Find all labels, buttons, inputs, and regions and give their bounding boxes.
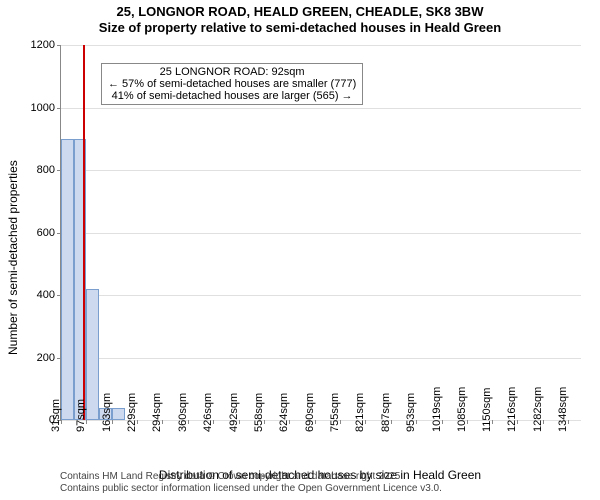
gridline: [61, 295, 581, 296]
y-tick-label: 600: [0, 227, 55, 239]
y-tick-label: 400: [0, 289, 55, 301]
gridline: [61, 358, 581, 359]
plot-area: 25 LONGNOR ROAD: 92sqm← 57% of semi-deta…: [60, 45, 581, 421]
gridline: [61, 45, 581, 46]
y-tick-label: 800: [0, 164, 55, 176]
gridline: [61, 170, 581, 171]
y-tick-label: 1200: [0, 39, 55, 51]
y-tick-label: 200: [0, 352, 55, 364]
footer-line-1: Contains HM Land Registry data © Crown c…: [60, 471, 588, 483]
histogram-bar: [112, 408, 125, 421]
gridline: [61, 233, 581, 234]
annotation-line: ← 57% of semi-detached houses are smalle…: [108, 78, 356, 90]
footer-attribution: Contains HM Land Registry data © Crown c…: [60, 471, 588, 494]
annotation-box: 25 LONGNOR ROAD: 92sqm← 57% of semi-deta…: [101, 63, 363, 105]
y-tick-label: 0: [0, 414, 55, 426]
gridline: [61, 420, 581, 421]
y-tick: [57, 108, 61, 109]
chart-title: 25, LONGNOR ROAD, HEALD GREEN, CHEADLE, …: [0, 4, 600, 20]
annotation-line: 41% of semi-detached houses are larger (…: [108, 90, 356, 102]
histogram-bar: [61, 139, 74, 420]
gridline: [61, 108, 581, 109]
y-tick-label: 1000: [0, 102, 55, 114]
title-block: 25, LONGNOR ROAD, HEALD GREEN, CHEADLE, …: [0, 4, 600, 35]
reference-line: [83, 45, 85, 420]
y-tick: [57, 45, 61, 46]
chart-subtitle: Size of property relative to semi-detach…: [0, 20, 600, 36]
histogram-bar: [86, 289, 99, 420]
annotation-line: 25 LONGNOR ROAD: 92sqm: [108, 66, 356, 78]
chart-container: 25, LONGNOR ROAD, HEALD GREEN, CHEADLE, …: [0, 0, 600, 500]
y-axis-label: Number of semi-detached properties: [6, 160, 20, 355]
footer-line-2: Contains public sector information licen…: [60, 483, 588, 495]
